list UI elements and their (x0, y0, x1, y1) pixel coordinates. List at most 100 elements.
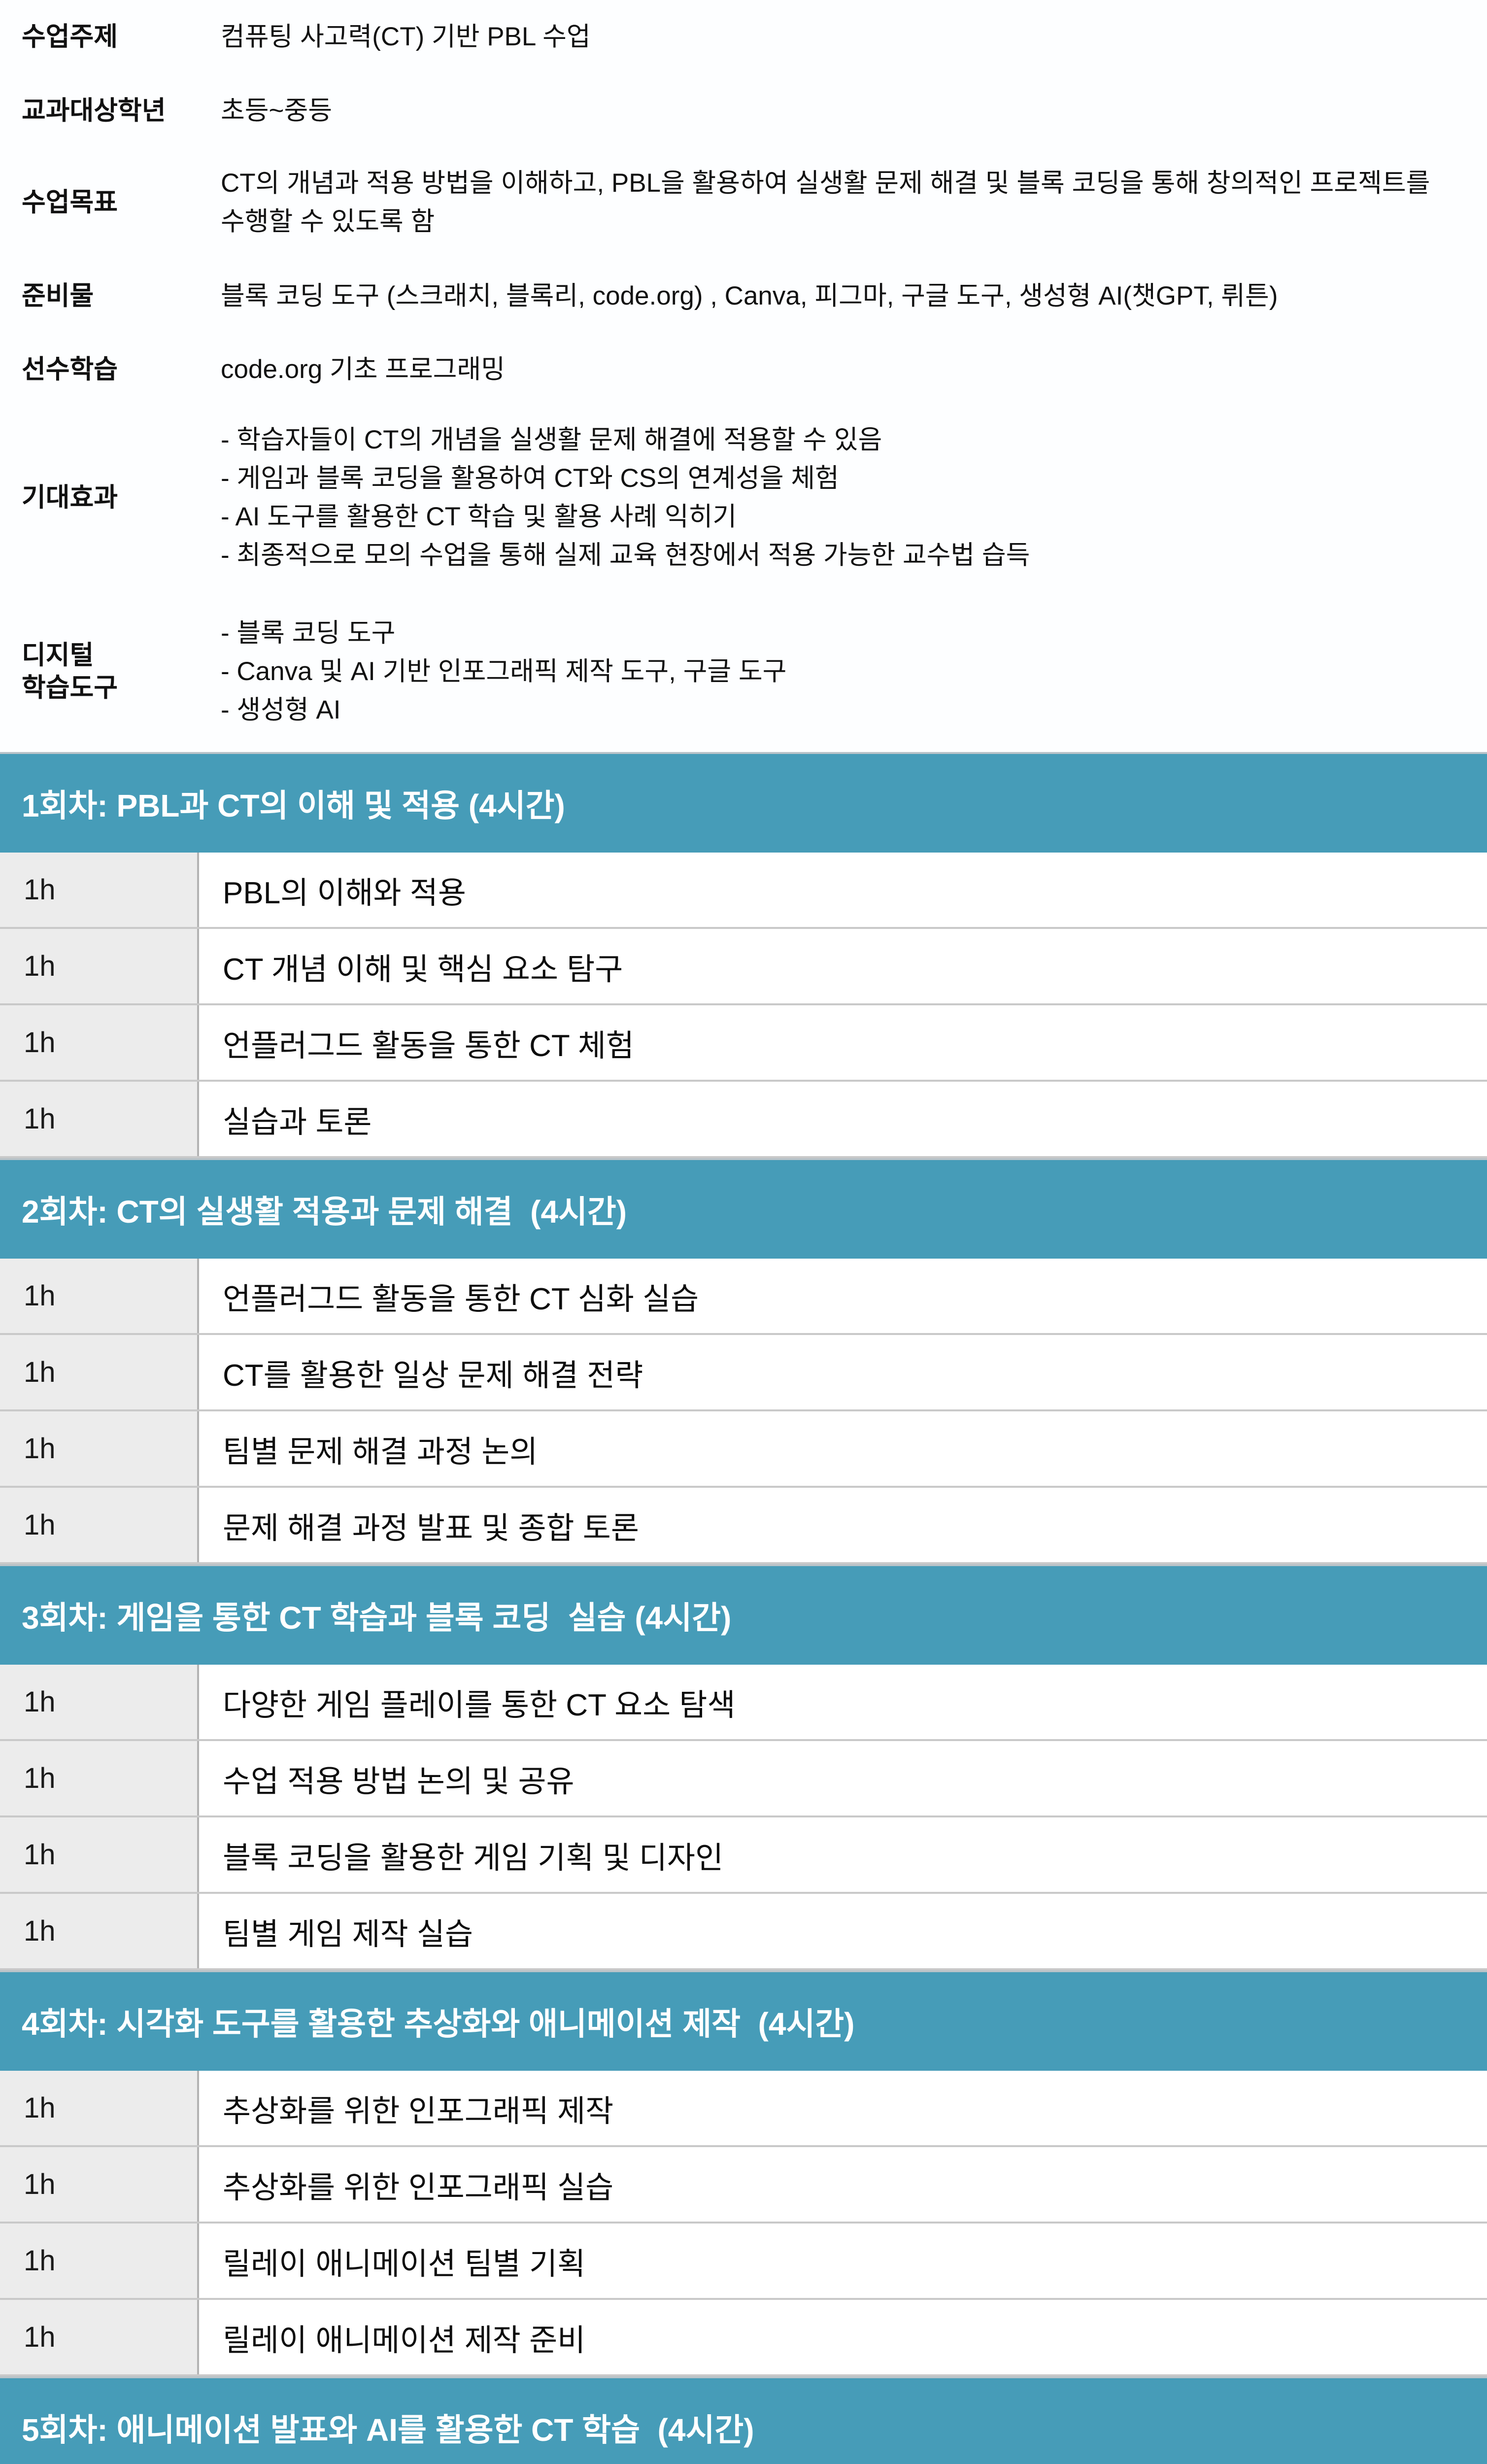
session-title: 2회차: CT의 실생활 적용과 문제 해결 (4시간) (22, 1194, 627, 1230)
lesson-topic-cell: 추상화를 위한 인포그래픽 실습 (199, 2147, 1487, 2222)
info-value-line: - 게임과 블록 코딩을 활용하여 CT와 CS의 연계성을 체험 (221, 464, 839, 493)
info-row: 교과대상학년 초등~중등 (0, 74, 1487, 148)
session-rows: 1h PBL의 이해와 적용 1h CT 개념 이해 및 핵심 요소 탐구 1h… (0, 853, 1487, 1158)
info-value-line: - AI 도구를 활용한 CT 학습 및 활용 사례 익히기 (221, 502, 737, 531)
lesson-topic-cell: PBL의 이해와 적용 (199, 853, 1487, 927)
session-title: 1회차: PBL과 CT의 이해 및 적용 (4시간) (22, 788, 565, 823)
lesson-topic: 다양한 게임 플레이를 통한 CT 요소 탐색 (223, 1688, 736, 1722)
lesson-topic: 언플러그드 활동을 통한 CT 심화 실습 (223, 1282, 699, 1316)
lesson-topic: 팀별 문제 해결 과정 논의 (223, 1435, 538, 1469)
lesson-duration-cell: 1h (0, 1335, 199, 1409)
lesson-row: 1h 블록 코딩을 활용한 게임 기획 및 디자인 (0, 1817, 1487, 1894)
session-title: 5회차: 애니메이션 발표와 AI를 활용한 CT 학습 (4시간) (22, 2412, 754, 2448)
lesson-topic-cell: 언플러그드 활동을 통한 CT 체험 (199, 1005, 1487, 1080)
lesson-topic-cell: 수업 적용 방법 논의 및 공유 (199, 1741, 1487, 1815)
lesson-topic-cell: 릴레이 애니메이션 제작 준비 (199, 2300, 1487, 2374)
lesson-row: 1h 릴레이 애니메이션 제작 준비 (0, 2300, 1487, 2376)
lesson-duration: 1h (24, 1839, 56, 1871)
lesson-duration-cell: 1h (0, 853, 199, 927)
lesson-duration-cell: 1h (0, 1741, 199, 1815)
lesson-topic: PBL의 이해와 적용 (223, 876, 466, 910)
lesson-duration: 1h (24, 1686, 56, 1718)
lesson-topic-cell: 블록 코딩을 활용한 게임 기획 및 디자인 (199, 1817, 1487, 1892)
lesson-duration: 1h (24, 1433, 56, 1465)
info-value-line: - 생성형 AI (221, 695, 341, 724)
info-label-line: 기대효과 (22, 483, 118, 512)
lesson-duration: 1h (24, 2092, 56, 2124)
lesson-row: 1h CT 개념 이해 및 핵심 요소 탐구 (0, 929, 1487, 1005)
lesson-duration-cell: 1h (0, 2147, 199, 2222)
lesson-duration-cell: 1h (0, 1665, 199, 1739)
lesson-duration: 1h (24, 1915, 56, 1947)
session-header: 4회차: 시각화 도구를 활용한 추상화와 애니메이션 제작 (4시간) (0, 1970, 1487, 2071)
session-block: 1회차: PBL과 CT의 이해 및 적용 (4시간) 1h PBL의 이해와 … (0, 752, 1487, 1158)
lesson-topic-cell: 실습과 토론 (199, 1082, 1487, 1156)
lesson-duration: 1h (24, 2321, 56, 2353)
lesson-row: 1h 문제 해결 과정 발표 및 종합 토론 (0, 1488, 1487, 1564)
session-block: 4회차: 시각화 도구를 활용한 추상화와 애니메이션 제작 (4시간) 1h … (0, 1970, 1487, 2376)
session-header: 3회차: 게임을 통한 CT 학습과 블록 코딩 실습 (4시간) (0, 1564, 1487, 1665)
lesson-topic: 블록 코딩을 활용한 게임 기획 및 디자인 (223, 1841, 723, 1875)
lesson-topic-cell: 다양한 게임 플레이를 통한 CT 요소 탐색 (199, 1665, 1487, 1739)
info-value-line: 블록 코딩 도구 (스크래치, 블록리, code.org) , Canva, … (221, 281, 1278, 310)
info-value-line: code.org 기초 프로그래밍 (221, 355, 506, 384)
info-row-label: 준비물 (0, 280, 199, 312)
lesson-topic: CT 개념 이해 및 핵심 요소 탐구 (223, 952, 623, 987)
info-row-value: 컴퓨팅 사고력(CT) 기반 PBL 수업 (199, 18, 1487, 56)
lesson-row: 1h 다양한 게임 플레이를 통한 CT 요소 탐색 (0, 1665, 1487, 1741)
lesson-duration-cell: 1h (0, 1005, 199, 1080)
info-row-label: 기대효과 (0, 481, 199, 514)
lesson-topic-cell: 추상화를 위한 인포그래픽 제작 (199, 2071, 1487, 2145)
lesson-duration-cell: 1h (0, 1894, 199, 1968)
session-block: 2회차: CT의 실생활 적용과 문제 해결 (4시간) 1h 언플러그드 활동… (0, 1158, 1487, 1564)
lesson-topic: 문제 해결 과정 발표 및 종합 토론 (223, 1511, 639, 1545)
info-row-label: 선수학습 (0, 353, 199, 386)
lesson-topic-cell: 팀별 게임 제작 실습 (199, 1894, 1487, 1968)
session-rows: 1h 언플러그드 활동을 통한 CT 심화 실습 1h CT를 활용한 일상 문… (0, 1259, 1487, 1564)
lesson-duration: 1h (24, 1762, 56, 1794)
lesson-row: 1h 언플러그드 활동을 통한 CT 체험 (0, 1005, 1487, 1082)
lesson-topic-cell: CT를 활용한 일상 문제 해결 전략 (199, 1335, 1487, 1409)
info-table: 수업주제 컴퓨팅 사고력(CT) 기반 PBL 수업 교과대상학년 초등~중등 … (0, 0, 1487, 752)
info-value-line: 초등~중등 (221, 96, 332, 125)
lesson-duration: 1h (24, 874, 56, 906)
lesson-row: 1h 팀별 게임 제작 실습 (0, 1894, 1487, 1970)
lesson-row: 1h 팀별 문제 해결 과정 논의 (0, 1411, 1487, 1488)
lesson-row: 1h 수업 적용 방법 논의 및 공유 (0, 1741, 1487, 1817)
info-label-line: 수업목표 (22, 188, 118, 217)
lesson-row: 1h CT를 활용한 일상 문제 해결 전략 (0, 1335, 1487, 1411)
info-value-line: - Canva 및 AI 기반 인포그래픽 제작 도구, 구글 도구 (221, 657, 787, 686)
info-row: 준비물 블록 코딩 도구 (스크래치, 블록리, code.org) , Can… (0, 257, 1487, 335)
sessions-container: 1회차: PBL과 CT의 이해 및 적용 (4시간) 1h PBL의 이해와 … (0, 752, 1487, 2464)
info-row-value: CT의 개념과 적용 방법을 이해하고, PBL을 활용하여 실생활 문제 해결… (199, 164, 1487, 241)
lesson-row: 1h 추상화를 위한 인포그래픽 실습 (0, 2147, 1487, 2224)
session-block: 5회차: 애니메이션 발표와 AI를 활용한 CT 학습 (4시간) 1h 릴레… (0, 2376, 1487, 2464)
lesson-duration-cell: 1h (0, 2071, 199, 2145)
lesson-topic: 실습과 토론 (223, 1105, 372, 1139)
info-row-label: 수업주제 (0, 21, 199, 53)
lesson-duration-cell: 1h (0, 2224, 199, 2298)
session-header: 2회차: CT의 실생활 적용과 문제 해결 (4시간) (0, 1158, 1487, 1259)
info-row-label: 교과대상학년 (0, 95, 199, 127)
info-value-line: 컴퓨팅 사고력(CT) 기반 PBL 수업 (221, 22, 591, 51)
lesson-topic-cell: 릴레이 애니메이션 팀별 기획 (199, 2224, 1487, 2298)
info-label-line: 학습도구 (22, 673, 118, 702)
lesson-duration-cell: 1h (0, 1817, 199, 1892)
lesson-topic-cell: 문제 해결 과정 발표 및 종합 토론 (199, 1488, 1487, 1562)
info-row-value: - 학습자들이 CT의 개념을 실생활 문제 해결에 적용할 수 있음 - 게임과… (199, 421, 1487, 575)
lesson-row: 1h 실습과 토론 (0, 1082, 1487, 1158)
session-block: 3회차: 게임을 통한 CT 학습과 블록 코딩 실습 (4시간) 1h 다양한… (0, 1564, 1487, 1970)
session-header: 1회차: PBL과 CT의 이해 및 적용 (4시간) (0, 752, 1487, 853)
lesson-duration-cell: 1h (0, 2300, 199, 2374)
info-row: 기대효과 - 학습자들이 CT의 개념을 실생활 문제 해결에 적용할 수 있음… (0, 404, 1487, 591)
lesson-topic: CT를 활용한 일상 문제 해결 전략 (223, 1358, 643, 1393)
lesson-duration-cell: 1h (0, 929, 199, 1003)
info-label-line: 수업주제 (22, 22, 118, 51)
info-row-label: 수업목표 (0, 186, 199, 219)
info-label-line: 준비물 (22, 281, 94, 310)
info-value-line: - 최종적으로 모의 수업을 통해 실제 교육 현장에서 적용 가능한 교수법 … (221, 541, 1030, 570)
lesson-topic: 추상화를 위한 인포그래픽 제작 (223, 2094, 614, 2128)
info-row-value: 초등~중등 (199, 92, 1487, 130)
session-rows: 1h 다양한 게임 플레이를 통한 CT 요소 탐색 1h 수업 적용 방법 논… (0, 1665, 1487, 1970)
